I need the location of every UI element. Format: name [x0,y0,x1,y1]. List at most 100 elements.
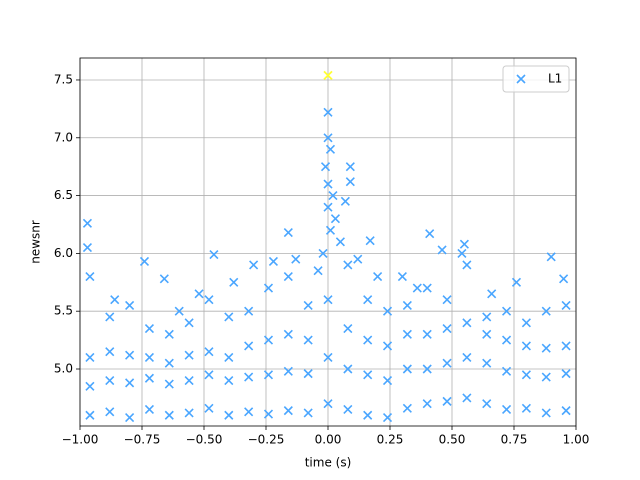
point [422,364,432,374]
point [335,237,345,247]
point [482,358,492,368]
point [268,256,279,267]
x-tick-label: −1.00 [62,433,99,447]
point [224,375,234,386]
point [482,399,492,409]
point [224,410,234,420]
x-tick-label: 0.00 [315,433,342,447]
point [184,318,194,328]
point [164,358,174,368]
point [442,323,452,334]
point [345,177,355,187]
point [204,347,214,357]
point [263,370,274,380]
point [291,254,301,264]
point [82,243,93,253]
point [244,341,254,351]
point [303,300,313,310]
point [320,162,331,172]
x-tick-label: 1.00 [563,433,590,447]
y-tick-label: 5.5 [54,304,73,318]
point [325,225,336,235]
point [283,406,293,416]
point [224,312,234,322]
point [85,352,95,363]
point [105,375,115,386]
point [184,408,194,418]
x-tick-label: −0.25 [248,433,285,447]
point [402,403,412,413]
point [363,370,373,380]
point [343,260,353,270]
highlight-point [323,70,333,80]
point [144,373,155,383]
point [283,366,293,376]
plot-frame [79,57,577,427]
point [482,329,492,339]
point [363,335,373,345]
point [559,274,569,284]
point [330,214,341,224]
point [283,228,293,238]
y-tick-label: 6.5 [54,188,73,202]
point [541,372,551,382]
point [204,370,214,380]
point [204,295,214,305]
point [263,409,274,419]
point [244,372,254,382]
point [561,369,571,379]
point [521,370,531,380]
point [459,239,469,249]
legend-box [502,65,570,93]
point [382,306,393,316]
point [521,318,531,328]
point [340,196,350,206]
point [343,364,353,374]
point [442,295,452,305]
plot-area [82,70,571,423]
point [105,347,115,357]
point [328,191,338,201]
point [125,300,135,310]
point [125,378,135,388]
point [323,295,333,305]
point [363,410,373,420]
x-tick-label: 0.50 [439,433,466,447]
x-tick-label: −0.50 [186,433,223,447]
point [382,341,393,351]
point [229,277,239,287]
point [224,352,234,363]
point [194,289,204,299]
point [402,300,412,310]
point [323,179,333,189]
point [303,408,313,418]
point [365,236,375,246]
legend-marker [516,74,526,84]
point [323,352,333,363]
point [144,352,155,363]
point [323,202,333,212]
y-tick-label: 7.0 [54,130,73,144]
point [244,306,254,316]
point [462,393,472,403]
point [521,341,531,351]
point [561,341,571,351]
point [442,358,452,368]
point [353,254,363,264]
point [487,289,497,299]
point [105,407,115,417]
point [412,283,422,293]
point [144,404,155,415]
point [343,404,353,415]
point [422,283,432,293]
point [209,249,219,260]
point [402,329,412,339]
point [462,318,472,328]
point [541,343,551,353]
x-tick-label: −0.75 [124,433,161,447]
point [501,366,512,376]
x-axis-label: time (s) [305,456,352,470]
point [263,335,274,345]
point [343,323,353,334]
point [110,295,120,305]
